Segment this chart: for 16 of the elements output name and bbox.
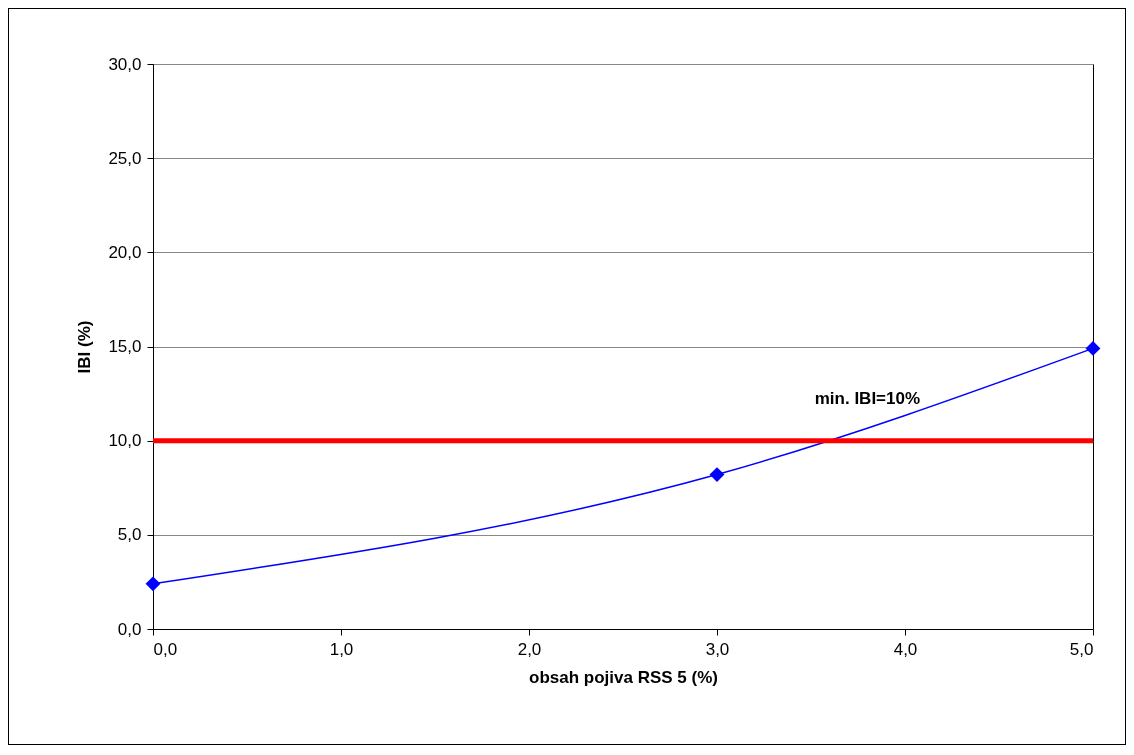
y-tick-label: 15,0: [108, 337, 142, 356]
x-tick-label: 0,0: [153, 639, 178, 659]
y-tick-label: 20,0: [108, 242, 142, 262]
x-tick-label: 4,0: [893, 639, 918, 659]
y-axis-title: IBI (%): [75, 320, 95, 374]
y-tick-label: 0,0: [117, 619, 142, 639]
x-tick-label: 2,0: [517, 639, 542, 659]
y-tick-label: 25,0: [108, 148, 142, 168]
y-tick-label: 30,0: [108, 54, 142, 74]
x-tick-label: 5,0: [1069, 639, 1094, 659]
y-tick-label: 5,0: [117, 525, 142, 545]
x-tick-label: 1,0: [329, 639, 354, 659]
ref-line-label: min. IBI=10%: [814, 388, 921, 408]
x-axis-title: obsah pojiva RSS 5 (%): [529, 667, 718, 687]
x-tick-label: 3,0: [705, 639, 730, 659]
y-tick-label: 10,0: [108, 431, 142, 451]
